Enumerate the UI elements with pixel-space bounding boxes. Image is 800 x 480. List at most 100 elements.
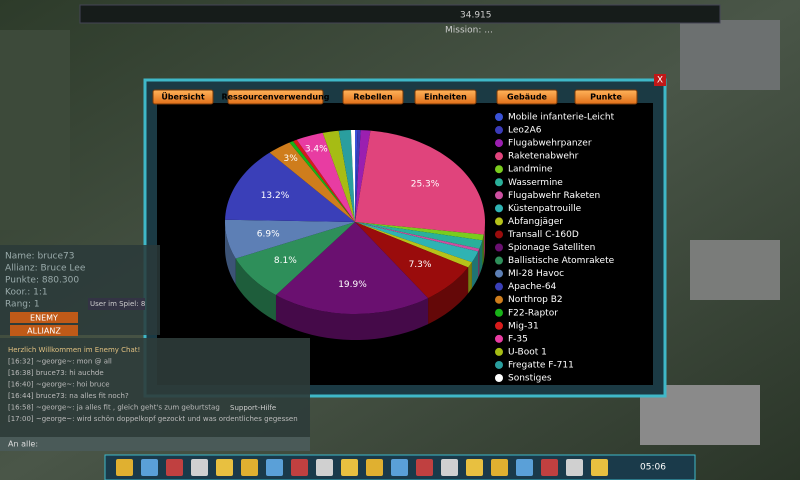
legend-label[interactable]: Spionage Satelliten bbox=[508, 243, 595, 253]
taskbar-icon[interactable] bbox=[366, 459, 383, 476]
clock: 05:06 bbox=[640, 463, 666, 473]
tab[interactable] bbox=[227, 89, 324, 105]
taskbar-icon[interactable] bbox=[591, 459, 608, 476]
taskbar-icon[interactable] bbox=[341, 459, 358, 476]
building bbox=[680, 20, 780, 90]
legend-label[interactable]: Landmine bbox=[508, 165, 553, 175]
legend-label[interactable]: Mobile infanterie-Leicht bbox=[508, 113, 615, 123]
pie-slice bbox=[269, 142, 355, 222]
legend-swatch bbox=[495, 165, 503, 174]
taskbar-icon[interactable] bbox=[166, 459, 183, 476]
legend-label[interactable]: Abfangjäger bbox=[508, 217, 563, 227]
legend-swatch bbox=[495, 191, 503, 200]
legend-label[interactable]: Wassermine bbox=[508, 178, 563, 188]
pie-slice bbox=[293, 139, 355, 222]
pie-slice bbox=[296, 132, 355, 222]
taskbar-icon[interactable] bbox=[241, 459, 258, 476]
pie-slice bbox=[355, 222, 479, 263]
player-coords: Koor.: 1:1 bbox=[5, 288, 48, 298]
taskbar-icon[interactable] bbox=[416, 459, 433, 476]
legend-label[interactable]: MI-28 Havoc bbox=[508, 269, 564, 279]
chat-input[interactable] bbox=[0, 437, 310, 451]
player-rank: Rang: 1 bbox=[5, 300, 40, 310]
tab[interactable] bbox=[342, 89, 404, 105]
close-button[interactable] bbox=[654, 74, 666, 86]
pie-slice bbox=[355, 222, 480, 252]
chat-line: Herzlich Willkommen im Enemy Chat! bbox=[8, 346, 140, 354]
pie-side bbox=[275, 295, 429, 340]
pie-slice bbox=[289, 141, 355, 222]
taskbar-icon[interactable] bbox=[516, 459, 533, 476]
legend-swatch bbox=[495, 308, 503, 317]
pie-slice bbox=[355, 130, 361, 222]
taskbar-icon[interactable] bbox=[216, 459, 233, 476]
legend-label[interactable]: Apache-64 bbox=[508, 282, 557, 292]
legend-label[interactable]: Northrop B2 bbox=[508, 295, 563, 305]
legend-swatch bbox=[495, 217, 503, 226]
tab[interactable] bbox=[496, 89, 558, 105]
legend-label[interactable]: Flugabwehr Raketen bbox=[508, 191, 600, 201]
pie-slice bbox=[355, 222, 484, 241]
pie-side bbox=[235, 258, 276, 322]
legend-swatch bbox=[495, 295, 503, 304]
player-alliance: Allianz: Bruce Lee bbox=[5, 264, 86, 274]
pie-side bbox=[483, 222, 485, 261]
legend-swatch bbox=[495, 230, 503, 239]
taskbar-icon[interactable] bbox=[391, 459, 408, 476]
taskbar-icon[interactable] bbox=[566, 459, 583, 476]
taskbar-icon[interactable] bbox=[466, 459, 483, 476]
legend-swatch bbox=[495, 347, 503, 356]
legend-swatch bbox=[495, 321, 503, 330]
chat-input-label: An alle: bbox=[8, 440, 38, 449]
taskbar-icon[interactable] bbox=[291, 459, 308, 476]
legend-label[interactable]: Leo2A6 bbox=[508, 126, 542, 136]
building bbox=[690, 240, 780, 300]
slice-label: 3% bbox=[283, 154, 298, 164]
tab[interactable] bbox=[152, 89, 214, 105]
pie-slice bbox=[355, 130, 485, 235]
legend-label[interactable]: F-35 bbox=[508, 334, 528, 344]
taskbar-icon[interactable] bbox=[266, 459, 283, 476]
chat-line: [16:44] bruce73: na alles fit noch? bbox=[8, 392, 129, 400]
player-name: Name: bruce73 bbox=[5, 252, 75, 262]
legend-label[interactable]: Ballistische Atomrakete bbox=[508, 256, 615, 266]
tab-label: Übersicht bbox=[161, 92, 205, 102]
legend-label[interactable]: Küstenpatrouille bbox=[508, 204, 582, 214]
legend-label[interactable]: Fregatte F-711 bbox=[508, 360, 574, 370]
support-link[interactable]: Support-Hilfe bbox=[230, 404, 276, 412]
legend-label[interactable]: Sonstiges bbox=[508, 374, 552, 384]
tab[interactable] bbox=[414, 89, 477, 105]
tab-label: Punkte bbox=[590, 93, 622, 102]
taskbar-icon[interactable] bbox=[541, 459, 558, 476]
pie-slice bbox=[355, 222, 469, 299]
taskbar-icon[interactable] bbox=[191, 459, 208, 476]
tab[interactable] bbox=[574, 89, 638, 105]
slice-label: 8.1% bbox=[274, 256, 297, 266]
legend-swatch bbox=[495, 269, 503, 278]
pie-slice bbox=[225, 219, 355, 259]
legend-label[interactable]: Raketenabwehr bbox=[508, 152, 579, 162]
legend-label[interactable]: Mig-31 bbox=[508, 321, 539, 331]
taskbar-icon[interactable] bbox=[141, 459, 158, 476]
mission: Mission: ... bbox=[445, 26, 493, 36]
legend-swatch bbox=[495, 256, 503, 265]
legend-swatch bbox=[495, 282, 503, 291]
slice-label: 13.2% bbox=[261, 191, 290, 201]
taskbar-icon[interactable] bbox=[441, 459, 458, 476]
legend-label[interactable]: Flugabwehrpanzer bbox=[508, 139, 592, 149]
pie-slice bbox=[350, 130, 355, 222]
legend-label[interactable]: Transall C-160D bbox=[507, 230, 579, 240]
taskbar-icon[interactable] bbox=[491, 459, 508, 476]
legend-label[interactable]: U-Boot 1 bbox=[508, 347, 547, 357]
player-points: Punkte: 880.300 bbox=[5, 276, 79, 286]
taskbar-icon[interactable] bbox=[116, 459, 133, 476]
chat-line: [16:58] ~george~: ja alles fit , gleich … bbox=[8, 404, 220, 412]
allianz-button[interactable] bbox=[10, 325, 78, 336]
chat-line: [17:00] ~george~: wird schön doppelkopf … bbox=[8, 415, 298, 423]
resource-value: 34.915 bbox=[460, 11, 492, 21]
legend-label[interactable]: F22-Raptor bbox=[508, 308, 558, 318]
taskbar-icon[interactable] bbox=[316, 459, 333, 476]
chat-line: [16:40] ~george~: hoi bruce bbox=[8, 381, 110, 389]
enemy-button[interactable] bbox=[10, 312, 78, 323]
